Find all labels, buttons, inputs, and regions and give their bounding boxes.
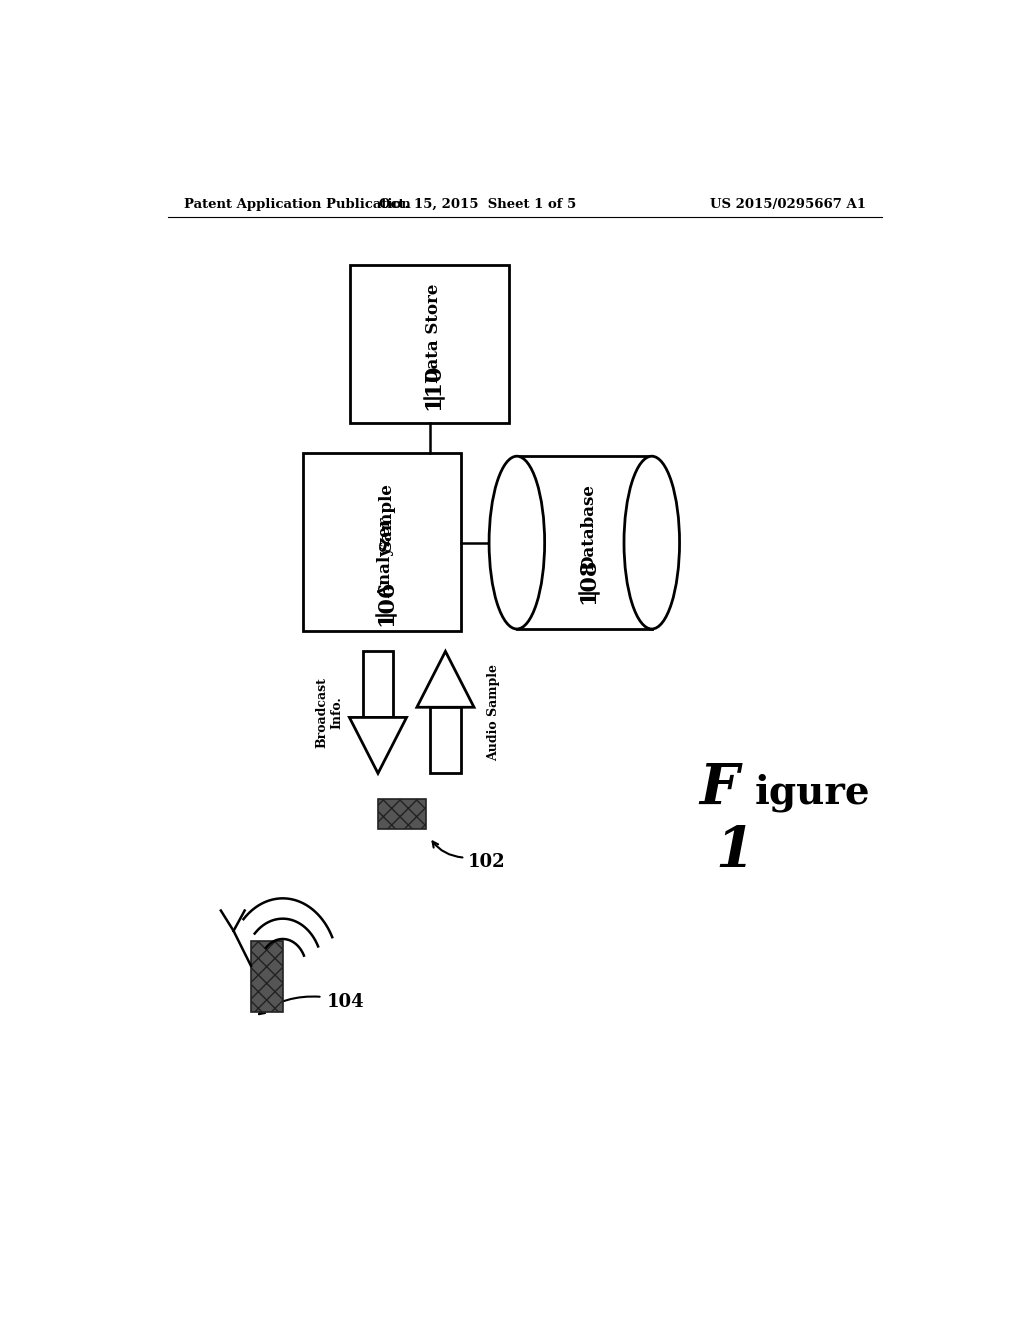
Text: 1: 1 [716,824,755,879]
Text: Patent Application Publication: Patent Application Publication [183,198,411,211]
Text: 106: 106 [375,579,397,626]
Bar [303,453,461,631]
Polygon shape [349,718,407,774]
Polygon shape [362,651,393,718]
Text: 110: 110 [423,363,444,409]
Text: Broadcast
Info.: Broadcast Info. [315,677,344,747]
Polygon shape [417,651,474,708]
Text: US 2015/0295667 A1: US 2015/0295667 A1 [710,198,866,211]
Text: Analyzer: Analyzer [378,517,394,598]
Text: Database: Database [580,484,597,570]
Bar [517,457,652,630]
Text: Oct. 15, 2015  Sheet 1 of 5: Oct. 15, 2015 Sheet 1 of 5 [379,198,575,211]
Text: F: F [699,762,738,816]
Bar [251,941,283,1012]
Text: Audio Sample: Audio Sample [487,664,501,760]
Text: 102: 102 [468,853,505,871]
Text: 104: 104 [327,993,364,1011]
Text: Data Store: Data Store [425,284,442,383]
Bar [350,265,509,422]
Text: Sample: Sample [378,482,394,552]
Text: igure: igure [755,774,870,812]
Ellipse shape [489,457,545,630]
Ellipse shape [624,457,680,630]
Polygon shape [430,708,461,774]
Text: 108: 108 [578,558,599,605]
Bar [378,799,426,829]
